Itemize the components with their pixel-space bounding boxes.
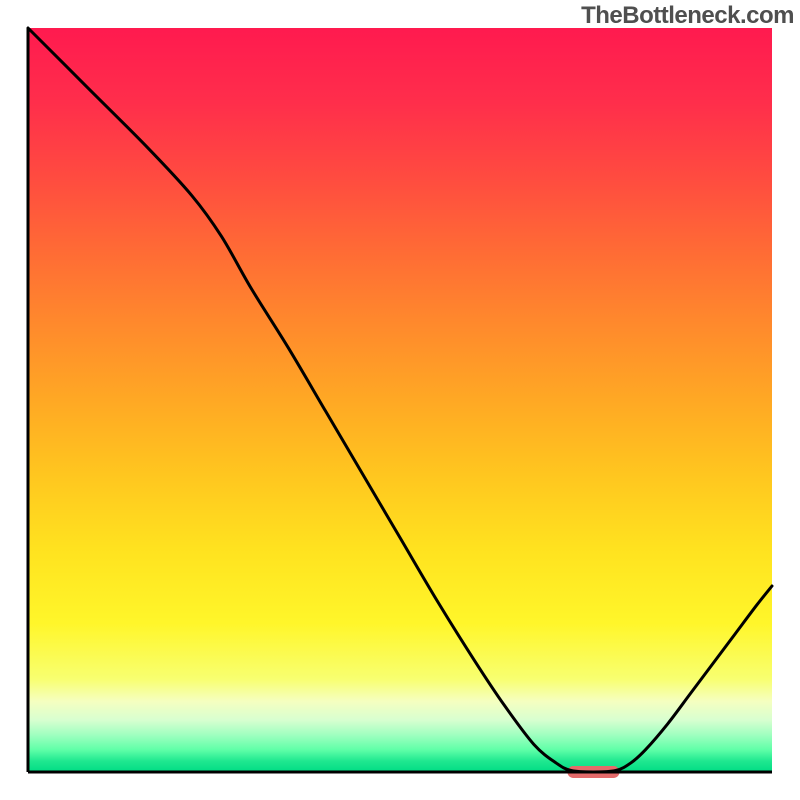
chart-container: TheBottleneck.com [0, 0, 800, 800]
attribution-label: TheBottleneck.com [581, 2, 794, 30]
bottleneck-chart [0, 0, 800, 800]
